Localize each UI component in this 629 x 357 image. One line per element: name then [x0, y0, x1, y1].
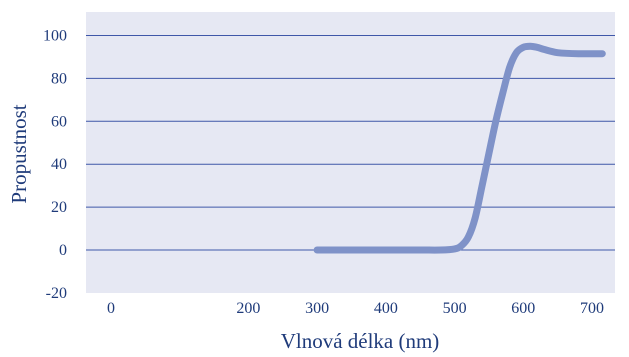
y-tick-label: 40 — [51, 156, 67, 173]
y-tick-label: 80 — [51, 70, 67, 87]
x-tick-label: 200 — [236, 300, 260, 317]
x-tick-label: 400 — [374, 300, 398, 317]
y-tick-label: 100 — [43, 28, 67, 45]
x-tick-label: 0 — [107, 300, 115, 317]
series-layer — [313, 42, 606, 254]
y-tick-label: 60 — [51, 113, 67, 130]
grid — [86, 35, 615, 251]
y-tick-label: -20 — [46, 285, 67, 302]
x-tick-label: 500 — [443, 300, 467, 317]
x-axis-title: Vlnová délka (nm) — [281, 329, 440, 353]
x-tick-labels: 0200300400500600700800 — [107, 300, 604, 317]
y-tick-labels: -20 0 20 40 60 80 100 — [43, 28, 67, 302]
transmittance-line — [313, 42, 606, 254]
plot-area — [86, 12, 615, 293]
x-tick-label: 600 — [511, 300, 535, 317]
y-axis-title: Propustnost — [7, 104, 31, 203]
y-tick-label: 20 — [51, 199, 67, 216]
x-tick-label: 700 — [580, 300, 604, 317]
y-tick-label: 0 — [59, 242, 67, 259]
x-tick-label: 300 — [305, 300, 329, 317]
